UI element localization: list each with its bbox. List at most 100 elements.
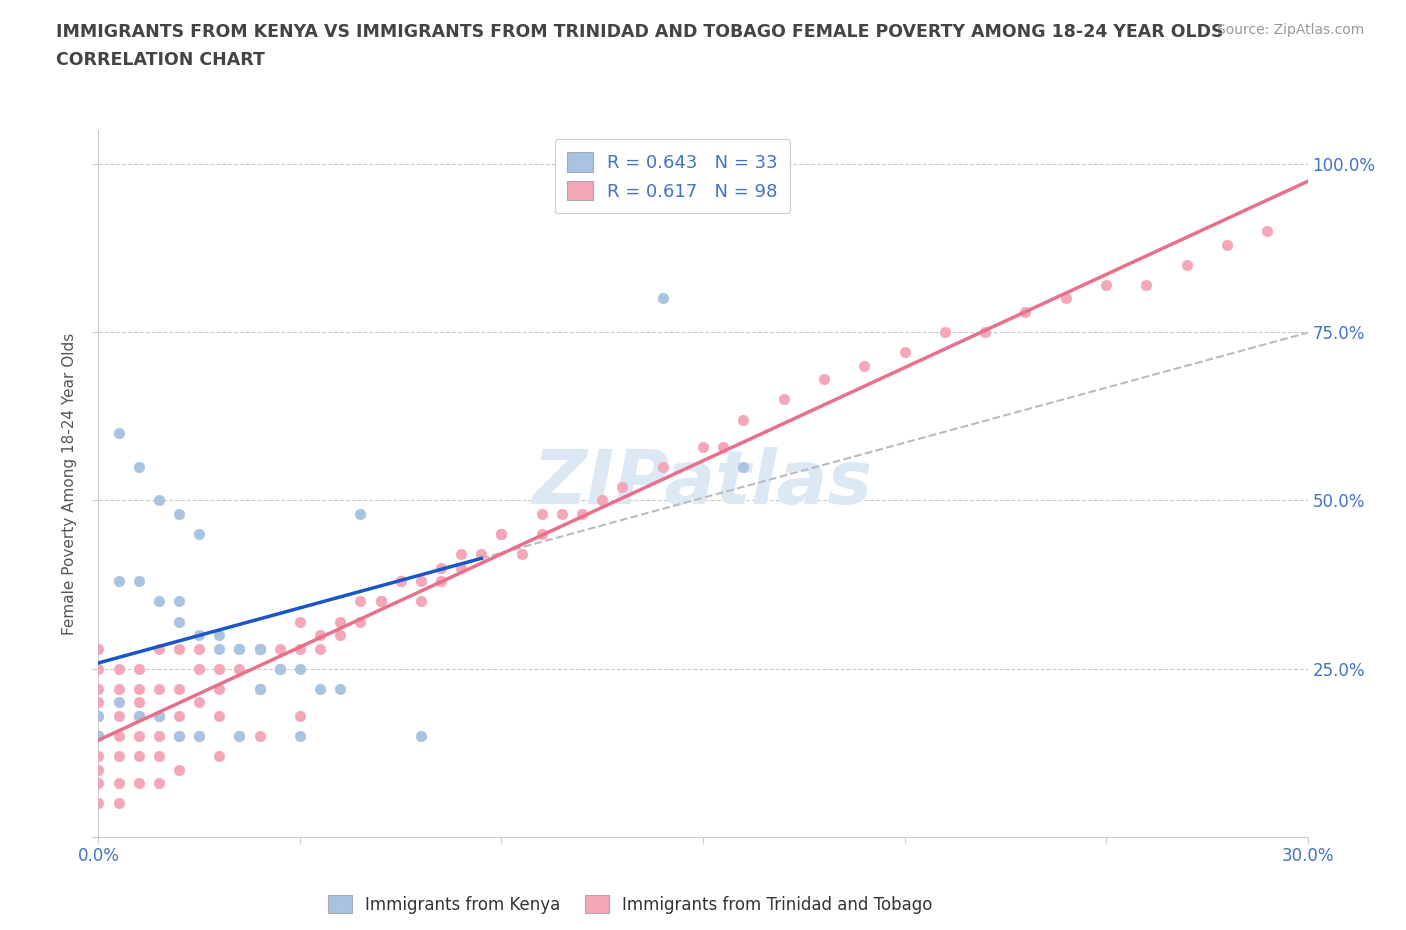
Point xyxy=(470,547,492,562)
Y-axis label: Female Poverty Among 18-24 Year Olds: Female Poverty Among 18-24 Year Olds xyxy=(62,333,77,635)
Point xyxy=(208,628,231,643)
Point xyxy=(1095,277,1118,292)
Point xyxy=(128,695,150,710)
Point xyxy=(370,594,392,609)
Point xyxy=(309,641,332,656)
Point xyxy=(208,682,231,697)
Point xyxy=(1216,237,1239,252)
Point xyxy=(107,426,129,441)
Point xyxy=(148,682,170,697)
Point xyxy=(329,628,352,643)
Point xyxy=(288,614,311,629)
Point xyxy=(228,661,250,676)
Point xyxy=(188,695,211,710)
Point xyxy=(893,345,915,360)
Point xyxy=(813,372,835,387)
Point xyxy=(409,574,432,589)
Point xyxy=(208,709,231,724)
Point xyxy=(87,728,110,743)
Point xyxy=(107,661,129,676)
Point xyxy=(148,594,170,609)
Point xyxy=(148,709,170,724)
Point xyxy=(148,749,170,764)
Text: IMMIGRANTS FROM KENYA VS IMMIGRANTS FROM TRINIDAD AND TOBAGO FEMALE POVERTY AMON: IMMIGRANTS FROM KENYA VS IMMIGRANTS FROM… xyxy=(56,23,1223,41)
Point xyxy=(148,493,170,508)
Point xyxy=(651,291,673,306)
Point xyxy=(167,728,190,743)
Point xyxy=(128,709,150,724)
Point xyxy=(309,682,332,697)
Point xyxy=(128,459,150,474)
Point xyxy=(228,728,250,743)
Point xyxy=(389,574,412,589)
Point xyxy=(87,709,110,724)
Point xyxy=(107,574,129,589)
Point xyxy=(228,728,250,743)
Point xyxy=(208,749,231,764)
Point xyxy=(107,776,129,790)
Point xyxy=(167,682,190,697)
Text: CORRELATION CHART: CORRELATION CHART xyxy=(56,51,266,69)
Point xyxy=(148,709,170,724)
Point xyxy=(288,728,311,743)
Point xyxy=(733,459,755,474)
Point xyxy=(249,682,271,697)
Point xyxy=(128,749,150,764)
Point xyxy=(409,594,432,609)
Point xyxy=(510,547,533,562)
Point xyxy=(87,682,110,697)
Point xyxy=(1256,224,1278,239)
Point xyxy=(269,661,291,676)
Point xyxy=(309,628,332,643)
Point xyxy=(349,594,371,609)
Point xyxy=(853,358,876,373)
Text: ZIPatlas: ZIPatlas xyxy=(533,447,873,520)
Legend: Immigrants from Kenya, Immigrants from Trinidad and Tobago: Immigrants from Kenya, Immigrants from T… xyxy=(322,888,939,921)
Point xyxy=(934,325,956,339)
Point xyxy=(288,709,311,724)
Point xyxy=(107,728,129,743)
Point xyxy=(87,728,110,743)
Point xyxy=(329,614,352,629)
Point xyxy=(128,661,150,676)
Point xyxy=(249,641,271,656)
Point xyxy=(128,574,150,589)
Point xyxy=(692,439,714,454)
Point xyxy=(228,641,250,656)
Point xyxy=(1014,304,1036,319)
Point xyxy=(148,641,170,656)
Point xyxy=(571,507,593,522)
Point xyxy=(269,661,291,676)
Point xyxy=(450,560,472,575)
Point xyxy=(249,641,271,656)
Point xyxy=(349,507,371,522)
Point xyxy=(167,728,190,743)
Point xyxy=(128,728,150,743)
Point xyxy=(87,709,110,724)
Point xyxy=(288,641,311,656)
Point xyxy=(167,763,190,777)
Point xyxy=(491,526,513,541)
Point xyxy=(188,661,211,676)
Point xyxy=(188,641,211,656)
Point xyxy=(87,749,110,764)
Point xyxy=(167,641,190,656)
Point xyxy=(87,641,110,656)
Point xyxy=(107,709,129,724)
Point xyxy=(530,507,553,522)
Point xyxy=(87,776,110,790)
Point xyxy=(551,507,574,522)
Point xyxy=(612,480,634,495)
Point xyxy=(249,682,271,697)
Point xyxy=(87,661,110,676)
Point xyxy=(370,594,392,609)
Point xyxy=(128,776,150,790)
Point xyxy=(107,796,129,811)
Point xyxy=(188,728,211,743)
Point xyxy=(288,661,311,676)
Point xyxy=(1135,277,1157,292)
Point xyxy=(450,547,472,562)
Point xyxy=(249,728,271,743)
Point xyxy=(733,412,755,427)
Point xyxy=(269,641,291,656)
